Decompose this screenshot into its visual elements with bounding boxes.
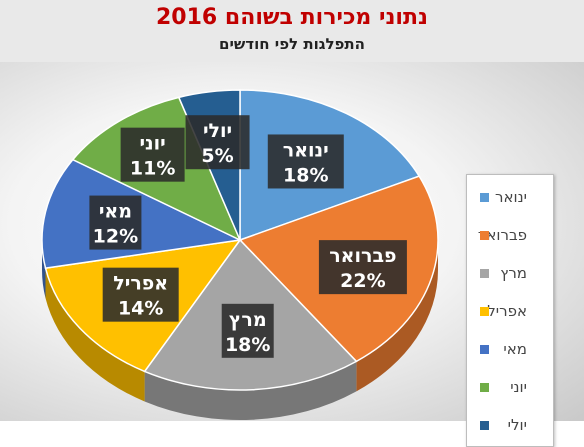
data-label-box bbox=[89, 195, 142, 250]
data-label-box bbox=[120, 127, 185, 182]
legend-item-1: ינואר bbox=[467, 185, 555, 209]
data-label-value: 18% bbox=[283, 164, 328, 186]
legend-label: פברואר bbox=[477, 226, 527, 244]
data-label-7: יולי 5% bbox=[185, 115, 250, 170]
legend-item-2: פברואר bbox=[467, 223, 555, 247]
legend-label: יוני bbox=[510, 378, 527, 396]
pie-side-3 bbox=[144, 361, 357, 420]
data-label-value: 14% bbox=[118, 298, 163, 320]
chart-subtitle: התפלגות לפי חודשים bbox=[219, 35, 365, 53]
chart-header: נתוני מכירות בשוהם 2016 התפלגות לפי חודש… bbox=[0, 0, 584, 62]
legend-label: יולי bbox=[507, 416, 527, 434]
data-label-value: 12% bbox=[93, 226, 138, 248]
legend-label: מאי bbox=[503, 340, 527, 358]
pie-side-4 bbox=[45, 268, 145, 402]
legend-label: אפריל bbox=[487, 302, 527, 320]
data-label-box bbox=[185, 115, 250, 170]
data-label-category: יוני bbox=[139, 133, 165, 155]
legend-swatch bbox=[480, 421, 489, 430]
data-label-category: מרץ bbox=[229, 309, 267, 331]
legend-label: ינואר bbox=[495, 188, 527, 206]
chart-title: נתוני מכירות בשוהם 2016 bbox=[156, 5, 428, 30]
legend-label: מרץ bbox=[500, 264, 527, 282]
data-label-6: יוני 11% bbox=[120, 127, 185, 182]
legend-swatch bbox=[480, 345, 489, 354]
legend-item-7: יולי bbox=[467, 413, 555, 437]
data-label-2: פברואר 22% bbox=[318, 240, 407, 295]
data-label-value: 11% bbox=[130, 158, 175, 180]
legend: ינואר פברואר מרץ אפריל מאי יוני יולי bbox=[466, 174, 554, 447]
legend-item-3: מרץ bbox=[467, 261, 555, 285]
data-label-category: מאי bbox=[99, 201, 132, 223]
legend-item-6: יוני bbox=[467, 375, 555, 399]
legend-swatch bbox=[480, 193, 489, 202]
data-label-category: יולי bbox=[203, 120, 232, 142]
data-label-3: מרץ 18% bbox=[221, 303, 274, 358]
plot-area: ינואר 18% פברואר 22% מרץ 18% אפריל 14% מאי 12% יונ… bbox=[0, 62, 584, 447]
legend-item-5: מאי bbox=[467, 337, 555, 361]
data-label-1: ינואר 18% bbox=[267, 134, 344, 189]
data-label-box bbox=[267, 134, 344, 189]
data-label-box bbox=[318, 240, 407, 295]
pie-side-2 bbox=[356, 240, 438, 392]
data-label-value: 5% bbox=[201, 145, 233, 167]
data-label-value: 22% bbox=[340, 270, 385, 292]
pie-labels: ינואר 18% פברואר 22% מרץ 18% אפריל 14% מאי 12% יונ… bbox=[89, 115, 407, 358]
data-label-category: פברואר bbox=[329, 245, 396, 267]
data-label-box bbox=[221, 303, 274, 358]
legend-swatch bbox=[480, 307, 489, 316]
data-label-5: מאי 12% bbox=[89, 195, 142, 250]
legend-item-4: אפריל bbox=[467, 299, 555, 323]
legend-swatch bbox=[480, 231, 489, 240]
data-label-value: 18% bbox=[225, 334, 270, 356]
pie-chart: ינואר 18% פברואר 22% מרץ 18% אפריל 14% מאי 12% יונ… bbox=[41, 89, 439, 420]
legend-swatch bbox=[480, 383, 489, 392]
data-label-box bbox=[102, 267, 179, 322]
data-label-category: אפריל bbox=[113, 273, 168, 295]
legend-swatch bbox=[480, 269, 489, 278]
data-label-4: אפריל 14% bbox=[102, 267, 179, 322]
data-label-category: ינואר bbox=[283, 139, 329, 161]
